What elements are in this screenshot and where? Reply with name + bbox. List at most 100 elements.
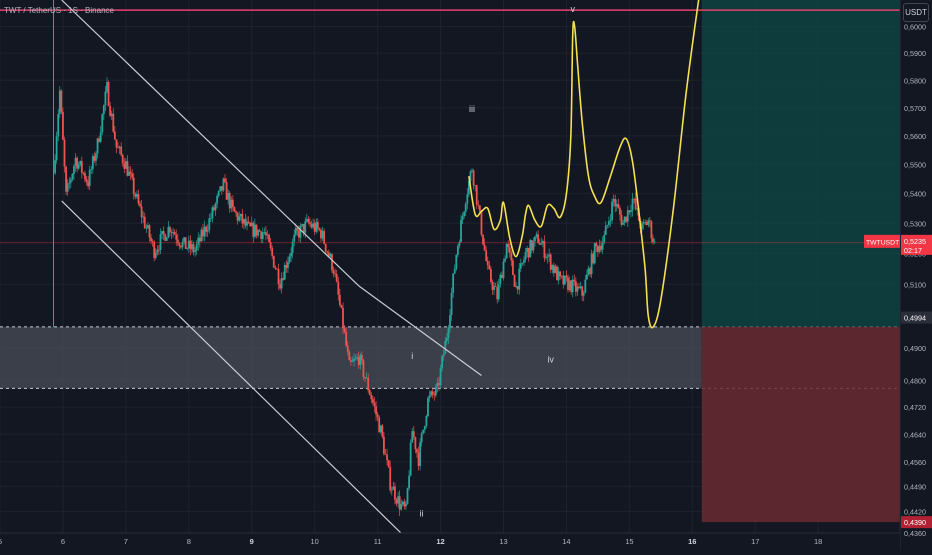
candle-body (394, 486, 396, 500)
candle-body (315, 221, 318, 232)
candle-body (159, 234, 162, 250)
candle-body (124, 161, 127, 169)
candle-body (430, 391, 433, 396)
candle-body (197, 237, 200, 245)
price-axis[interactable]: 0,6000 0,5900 0,5800 0,5700 0,5600 0,5500 0,54… (864, 0, 932, 550)
candle-body (153, 241, 156, 258)
candle-body (485, 250, 488, 261)
candle-body (578, 286, 580, 289)
candle-body (244, 219, 247, 226)
candle-body (416, 449, 418, 453)
candle-body (357, 357, 360, 366)
candle-body (537, 234, 540, 243)
candle-body (474, 185, 477, 187)
candle-body (258, 230, 261, 232)
candle-body (272, 255, 275, 268)
candle-body (439, 368, 442, 386)
candle-body (573, 279, 576, 282)
candle-body (331, 254, 333, 271)
candle-body (453, 268, 456, 274)
candle-body (340, 304, 343, 308)
candle-body (634, 198, 637, 210)
candle-body (216, 195, 219, 204)
candle-body (438, 382, 440, 386)
candle-body (186, 248, 189, 249)
candle-body (304, 221, 307, 233)
currency-button[interactable]: USDT (903, 3, 929, 22)
candle-body (296, 227, 299, 231)
price-tick-label: 0,4490 (904, 482, 926, 491)
candle-body (513, 274, 516, 287)
candle-body (99, 132, 102, 142)
candle-body (117, 147, 119, 149)
candle-body (486, 260, 489, 266)
candle-body (567, 277, 569, 290)
channel-upper-extension (358, 285, 482, 377)
candle-body (552, 265, 555, 273)
candle-body (515, 286, 517, 287)
candle-body (332, 270, 335, 274)
candle-body (647, 220, 650, 225)
candle-body (378, 417, 381, 433)
price-tick-label: 0,5600 (904, 132, 926, 141)
candle-body (549, 254, 552, 270)
candle-body (135, 194, 138, 197)
candle-body (233, 206, 236, 212)
candle-body (497, 284, 500, 300)
candle-body (436, 382, 439, 387)
candle-body (526, 248, 528, 253)
candle-body (150, 237, 152, 241)
candle-body (323, 230, 326, 244)
candle-body (641, 223, 643, 229)
time-axis[interactable]: 5 6 7 8 9 10 11 12 13 14 15 16 17 18 (0, 532, 900, 550)
candle-body (589, 268, 591, 275)
candle-body (132, 177, 135, 194)
candle-body (571, 279, 574, 293)
candle-body (276, 268, 278, 270)
candle-body (600, 245, 602, 250)
candle-body (73, 166, 75, 174)
candle-body (76, 157, 78, 169)
candle-body (477, 204, 480, 206)
candle-body (327, 252, 330, 257)
price-tick-label: 0,5100 (904, 280, 926, 289)
candle-body (397, 496, 399, 504)
wave-label-iii: iii (469, 104, 475, 114)
candle-body (633, 198, 635, 200)
candle-body (467, 180, 470, 195)
candle-body (214, 203, 217, 211)
candle-body (90, 169, 93, 170)
candle-body (606, 224, 609, 226)
candle-body (428, 395, 431, 398)
candle-body (320, 230, 322, 239)
candle-body (224, 178, 226, 183)
candle-body (255, 224, 258, 236)
candle-body (584, 279, 587, 293)
candle-body (409, 442, 412, 476)
candle-body (442, 354, 445, 357)
candle-body (508, 247, 511, 253)
price-tick-label: 0,4800 (904, 376, 926, 385)
candle-body (458, 242, 461, 246)
candle-body (109, 105, 112, 116)
time-tick-label: 6 (61, 537, 65, 546)
candle-body (145, 227, 148, 229)
candle-body (502, 261, 505, 279)
time-tick-label: 16 (688, 537, 696, 546)
candle-body (93, 156, 96, 161)
candle-body (545, 257, 547, 259)
candle-body (349, 360, 352, 362)
candle-body (617, 204, 620, 209)
time-tick-label: 18 (814, 537, 822, 546)
candle-body (282, 278, 285, 280)
candle-body (173, 232, 176, 235)
candle-body (194, 250, 197, 253)
candle-body (540, 243, 543, 245)
candle-body (464, 203, 467, 212)
candle-body (80, 160, 83, 173)
candle-body (450, 292, 453, 316)
candle-body (175, 234, 178, 240)
candle-body (274, 267, 277, 269)
